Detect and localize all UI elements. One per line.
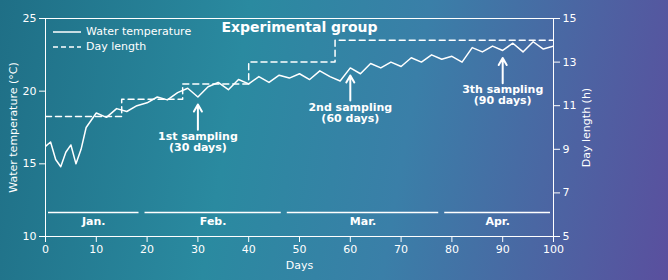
svg-text:50: 50 <box>293 243 307 256</box>
svg-text:25: 25 <box>23 12 37 25</box>
svg-text:90: 90 <box>496 243 510 256</box>
svg-text:Days: Days <box>286 259 314 272</box>
svg-text:60: 60 <box>343 243 357 256</box>
svg-text:Mar.: Mar. <box>350 215 376 228</box>
svg-text:15: 15 <box>23 157 37 170</box>
svg-text:Experimental group: Experimental group <box>221 19 377 35</box>
svg-text:Day length (h): Day length (h) <box>580 88 593 167</box>
html-text:Water temperature: Water temperature <box>86 25 192 38</box>
svg-text:2nd sampling(60 days): 2nd sampling(60 days) <box>308 101 392 125</box>
svg-text:20: 20 <box>23 85 37 98</box>
svg-text:100: 100 <box>543 243 564 256</box>
svg-text:9: 9 <box>563 143 570 156</box>
svg-text:7: 7 <box>563 186 570 199</box>
svg-text:Jan.: Jan. <box>81 215 106 228</box>
svg-text:Water temperature (°C): Water temperature (°C) <box>7 62 20 192</box>
svg-text:3th sampling(90 days): 3th sampling(90 days) <box>462 83 543 107</box>
svg-text:15: 15 <box>563 12 577 25</box>
svg-text:40: 40 <box>242 243 256 256</box>
html-text:Day length: Day length <box>86 40 147 53</box>
svg-text:80: 80 <box>445 243 459 256</box>
svg-text:13: 13 <box>563 56 577 69</box>
svg-text:0: 0 <box>42 243 49 256</box>
svg-text:Apr.: Apr. <box>485 215 509 228</box>
svg-text:5: 5 <box>563 230 570 243</box>
svg-text:11: 11 <box>563 99 577 112</box>
svg-text:10: 10 <box>89 243 103 256</box>
svg-text:70: 70 <box>394 243 408 256</box>
svg-text:30: 30 <box>191 243 205 256</box>
svg-text:10: 10 <box>23 230 37 243</box>
svg-text:Feb.: Feb. <box>200 215 227 228</box>
svg-text:20: 20 <box>140 243 154 256</box>
svg-text:1st sampling(30 days): 1st sampling(30 days) <box>158 130 238 154</box>
